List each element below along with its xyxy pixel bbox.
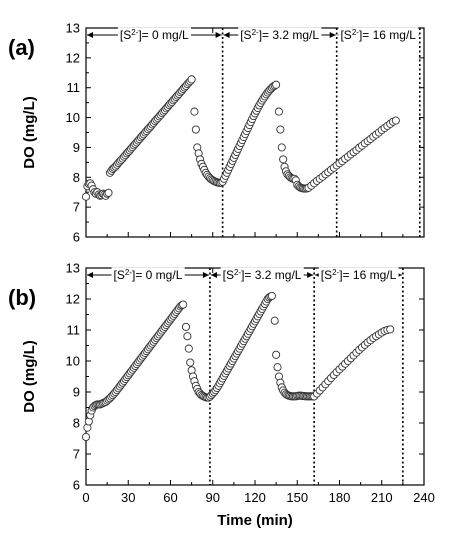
data-series [81, 75, 400, 201]
x-tick-label: 60 [163, 490, 177, 505]
y-tick-label: 6 [73, 230, 80, 245]
phase-label: [S2-]= 0 mg/L [120, 28, 189, 43]
phase-annotation: [S2-]= 0 mg/L [87, 27, 222, 43]
phase-annotation: [S2-]= 3.2 mg/L [223, 27, 336, 43]
data-point [104, 188, 113, 197]
arrow-head-right [329, 32, 336, 38]
panel-label: (a) [8, 35, 35, 60]
arrow-head-left [87, 32, 93, 38]
y-axis-label: DO (mg/L) [21, 340, 38, 413]
phase-annotation: [S2-]= 16 mg/L [315, 267, 402, 283]
arrow-head-left [223, 32, 230, 38]
arrow-head-right [307, 272, 314, 278]
data-point [186, 358, 195, 367]
arrow-head-left [210, 272, 217, 278]
data-point [181, 322, 191, 331]
phase-label-bg [220, 267, 304, 282]
data-point [270, 316, 279, 325]
data-point [279, 155, 288, 164]
phase-label: [S2-]= 3.2 mg/L [223, 268, 302, 283]
data-point [81, 192, 91, 201]
phase-label-bg [318, 267, 399, 282]
phase-label: [S2-]= 16 mg/L [321, 268, 397, 283]
y-tick-label: 10 [66, 354, 80, 369]
data-point [272, 350, 281, 359]
data-series [81, 291, 395, 442]
y-tick-label: 12 [66, 292, 80, 307]
phase-label-bg [111, 267, 185, 282]
panel-label: (b) [8, 285, 36, 310]
phase-label-bg [338, 27, 419, 42]
y-tick-label: 11 [67, 323, 81, 338]
arrow-head-right [202, 272, 209, 278]
x-tick-label: 150 [286, 490, 308, 505]
data-point [272, 80, 281, 89]
data-point [191, 125, 200, 134]
data-point [386, 325, 395, 334]
data-point [277, 143, 286, 152]
data-point [179, 300, 188, 309]
y-tick-label: 10 [66, 110, 80, 125]
x-tick-label: 30 [121, 490, 135, 505]
data-point [184, 344, 193, 353]
plot-frame [85, 267, 425, 486]
y-tick-label: 13 [66, 261, 80, 276]
x-tick-label: 120 [244, 490, 266, 505]
phase-label: [S2-]= 16 mg/L [340, 28, 416, 43]
y-tick-label: 8 [73, 170, 80, 185]
y-axis-label: DO (mg/L) [21, 96, 38, 169]
data-point [391, 116, 400, 125]
y-tick-label: 12 [66, 50, 80, 65]
phase-label-bg [117, 27, 192, 42]
phase-label-bg [238, 27, 322, 42]
data-point [274, 107, 283, 116]
y-tick-label: 6 [73, 478, 80, 493]
arrow-head-right [215, 32, 222, 38]
data-point [187, 75, 196, 84]
x-tick-label: 90 [206, 490, 220, 505]
phase-annotation: [S2-]= 16 mg/L [337, 27, 419, 43]
y-tick-label: 13 [66, 21, 80, 36]
y-tick-label: 9 [73, 385, 80, 400]
phase-label: [S2-]= 0 mg/L [114, 268, 183, 283]
x-tick-label: 0 [82, 490, 89, 505]
data-point [183, 332, 192, 341]
data-point [267, 291, 276, 300]
phase-annotation: [S2-]= 3.2 mg/L [210, 267, 314, 283]
data-point [190, 107, 199, 116]
x-tick-label: 240 [413, 490, 435, 505]
panel-b: (b) 6 7 8 9 10 11 12 13 0 30 60 90 120 150 180 210 240 DO … [8, 261, 435, 530]
x-tick-label: 210 [371, 490, 393, 505]
phase-label: [S2-]= 3.2 mg/L [240, 28, 319, 43]
data-point [81, 432, 91, 442]
data-point [276, 125, 285, 134]
y-tick-label: 8 [73, 416, 80, 431]
y-tick-label: 9 [73, 140, 80, 155]
x-tick-label: 180 [329, 490, 351, 505]
arrow-head-left [87, 272, 93, 278]
panel-a: (a) 6 7 8 9 10 11 12 13 DO (mg/L) [S2-]= 0 mg/L [S2… [8, 21, 425, 245]
phase-annotation: [S2-]= 0 mg/L [87, 267, 209, 283]
y-tick-label: 11 [67, 80, 81, 95]
x-axis-label: Time (min) [217, 512, 293, 529]
y-tick-label: 7 [73, 447, 80, 462]
y-tick-label: 7 [73, 200, 80, 215]
data-point [273, 363, 282, 372]
